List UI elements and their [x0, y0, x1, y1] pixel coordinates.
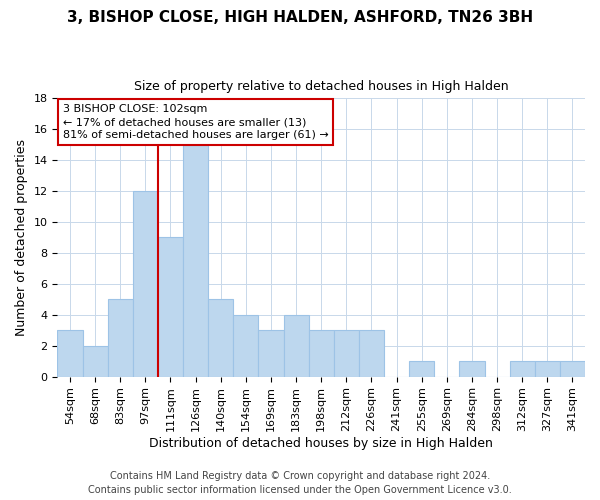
Bar — [359, 330, 384, 376]
Y-axis label: Number of detached properties: Number of detached properties — [15, 139, 28, 336]
Text: 3 BISHOP CLOSE: 102sqm
← 17% of detached houses are smaller (13)
81% of semi-det: 3 BISHOP CLOSE: 102sqm ← 17% of detached… — [62, 104, 328, 141]
Text: 3, BISHOP CLOSE, HIGH HALDEN, ASHFORD, TN26 3BH: 3, BISHOP CLOSE, HIGH HALDEN, ASHFORD, T… — [67, 10, 533, 25]
X-axis label: Distribution of detached houses by size in High Halden: Distribution of detached houses by size … — [149, 437, 493, 450]
Bar — [158, 238, 183, 376]
Bar — [308, 330, 334, 376]
Title: Size of property relative to detached houses in High Halden: Size of property relative to detached ho… — [134, 80, 509, 93]
Bar — [334, 330, 359, 376]
Bar — [58, 330, 83, 376]
Bar — [259, 330, 284, 376]
Bar — [183, 144, 208, 376]
Bar — [409, 361, 434, 376]
Bar — [460, 361, 485, 376]
Text: Contains HM Land Registry data © Crown copyright and database right 2024.
Contai: Contains HM Land Registry data © Crown c… — [88, 471, 512, 495]
Bar — [107, 300, 133, 376]
Bar — [535, 361, 560, 376]
Bar — [83, 346, 107, 376]
Bar — [208, 300, 233, 376]
Bar — [233, 315, 259, 376]
Bar — [509, 361, 535, 376]
Bar — [133, 191, 158, 376]
Bar — [560, 361, 585, 376]
Bar — [284, 315, 308, 376]
